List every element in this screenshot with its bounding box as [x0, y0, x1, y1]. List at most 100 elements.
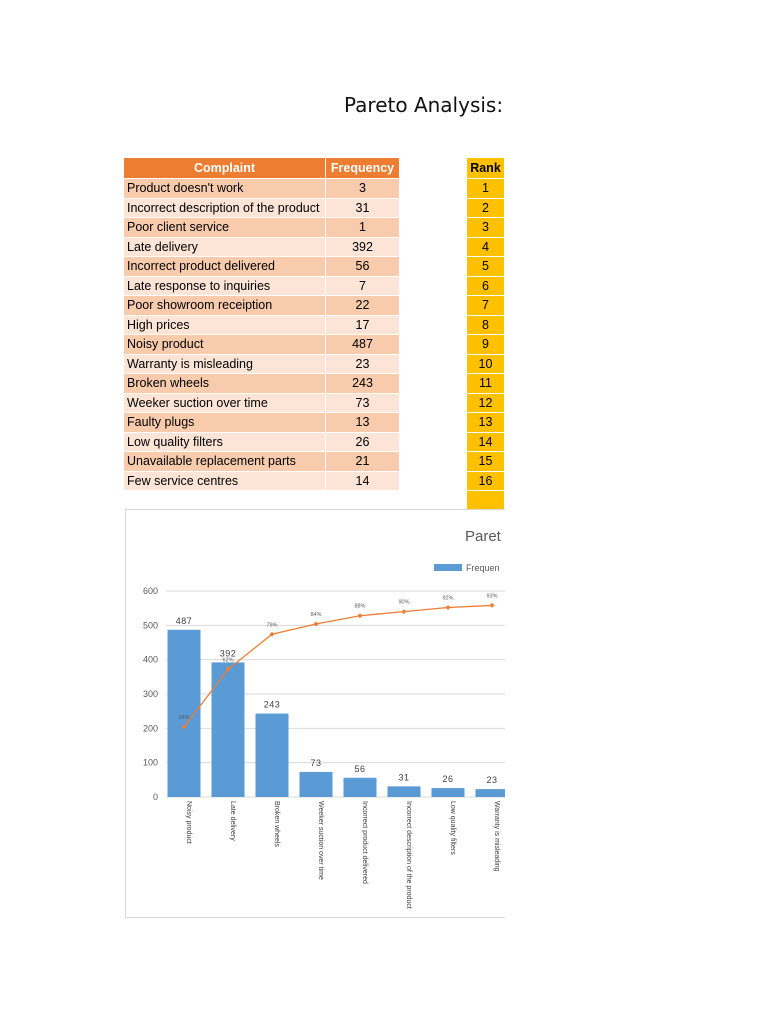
bar-value-label: 243	[264, 700, 281, 710]
line-marker	[225, 666, 231, 672]
y-tick-label: 500	[143, 620, 158, 630]
y-tick-label: 600	[143, 586, 158, 596]
y-tick-label: 400	[143, 655, 158, 665]
x-tick-label: Broken wheels	[273, 801, 280, 847]
table-row: Poor showroom receiption 22	[123, 295, 400, 316]
complaints-table: Complaint Frequency Product doesn't work…	[123, 157, 400, 491]
frequency-cell: 56	[325, 256, 400, 277]
bar	[431, 788, 465, 797]
complaint-cell: Unavailable replacement parts	[123, 451, 326, 472]
frequency-cell: 73	[325, 392, 400, 413]
table-row: Broken wheels 243	[123, 373, 400, 394]
chart-title: Paret	[465, 528, 502, 545]
line-value-label: 84%	[310, 612, 321, 618]
complaint-cell: Incorrect description of the product	[123, 197, 326, 218]
bar	[387, 786, 421, 797]
complaint-cell: Few service centres	[123, 470, 326, 491]
frequency-cell: 243	[325, 373, 400, 394]
rank-cell: 11	[466, 373, 505, 394]
line-marker	[181, 724, 187, 730]
table-row: Late delivery 392	[123, 236, 400, 257]
table-row: Noisy product 487	[123, 334, 400, 355]
rank-row: 6	[466, 275, 505, 296]
complaint-cell: Broken wheels	[123, 373, 326, 394]
frequency-cell: 17	[325, 314, 400, 335]
rank-cell: 15	[466, 451, 505, 472]
frequency-cell: 22	[325, 295, 400, 316]
rank-row: 10	[466, 353, 505, 374]
bar-value-label: 26	[442, 774, 453, 784]
complaint-cell: Noisy product	[123, 334, 326, 355]
table-row: Few service centres 14	[123, 470, 400, 491]
x-tick-label: Low quality filters	[449, 801, 456, 855]
line-value-label: 92%	[442, 595, 453, 601]
rank-row: 9	[466, 334, 505, 355]
cumulative-line	[183, 604, 493, 728]
bar	[167, 629, 201, 797]
bar	[299, 771, 333, 797]
frequency-cell: 13	[325, 412, 400, 433]
rank-row: 5	[466, 256, 505, 277]
rank-cell: 3	[466, 217, 505, 238]
bar-value-label: 23	[486, 775, 497, 785]
rank-cell: 10	[466, 353, 505, 374]
rank-row: 15	[466, 451, 505, 472]
rank-row: 13	[466, 412, 505, 433]
y-tick-label: 200	[143, 723, 158, 733]
line-marker	[269, 631, 275, 637]
page-title: Pareto Analysis: V	[344, 93, 505, 117]
complaint-cell: Weeker suction over time	[123, 392, 326, 413]
line-value-label: 93%	[486, 593, 497, 599]
viewport-clip: Pareto Analysis: V Complaint Frequency P…	[123, 93, 505, 918]
rank-cell: 5	[466, 256, 505, 277]
frequency-cell: 487	[325, 334, 400, 355]
rank-cell: 7	[466, 295, 505, 316]
frequency-cell: 14	[325, 470, 400, 491]
rank-cell: 14	[466, 431, 505, 452]
rank-row	[466, 490, 505, 511]
complaint-cell: Poor showroom receiption	[123, 295, 326, 316]
rank-cell: 12	[466, 392, 505, 413]
line-value-label: 79%	[266, 622, 277, 628]
rank-cell: 1	[466, 178, 505, 199]
rank-cell: 13	[466, 412, 505, 433]
x-tick-label: Late delivery	[229, 801, 236, 841]
line-marker	[445, 604, 451, 610]
x-tick-label: Incorrect product delivered	[361, 801, 368, 884]
table-row: Weeker suction over time 73	[123, 392, 400, 413]
table-row: Poor client service 1	[123, 217, 400, 238]
table-row: Low quality filters 26	[123, 431, 400, 452]
pareto-chart: Paret Frequen 600 500 400 300 200 100 0 487 Noisy …	[125, 509, 505, 918]
table-row: Product doesn't work 3	[123, 178, 400, 199]
bar	[475, 789, 505, 797]
rank-row: 3	[466, 217, 505, 238]
x-tick-label: Noisy product	[185, 801, 192, 844]
bar	[343, 777, 377, 797]
header-frequency: Frequency	[325, 157, 400, 179]
bar-value-label: 487	[176, 616, 193, 626]
line-value-label: 34%	[178, 715, 189, 721]
table-row: Warranty is misleading 23	[123, 353, 400, 374]
rank-row: 12	[466, 392, 505, 413]
table-row: Faulty plugs 13	[123, 412, 400, 433]
frequency-cell: 1	[325, 217, 400, 238]
line-value-label: 62%	[222, 657, 233, 663]
line-marker	[489, 602, 495, 608]
y-tick-label: 100	[143, 758, 158, 768]
y-tick-label: 300	[143, 689, 158, 699]
rank-cell: 9	[466, 334, 505, 355]
header-complaint: Complaint	[123, 157, 326, 179]
line-value-label: 90%	[398, 600, 409, 606]
table-row: Incorrect product delivered 56	[123, 256, 400, 277]
table-row: High prices 17	[123, 314, 400, 335]
complaint-cell: Product doesn't work	[123, 178, 326, 199]
bar-value-label: 56	[354, 764, 365, 774]
frequency-cell: 3	[325, 178, 400, 199]
frequency-cell: 392	[325, 236, 400, 257]
bar-value-label: 392	[220, 648, 237, 658]
frequency-cell: 31	[325, 197, 400, 218]
bar	[255, 713, 289, 797]
frequency-cell: 23	[325, 353, 400, 374]
rank-row: 4	[466, 236, 505, 257]
rank-cell: 16	[466, 470, 505, 491]
